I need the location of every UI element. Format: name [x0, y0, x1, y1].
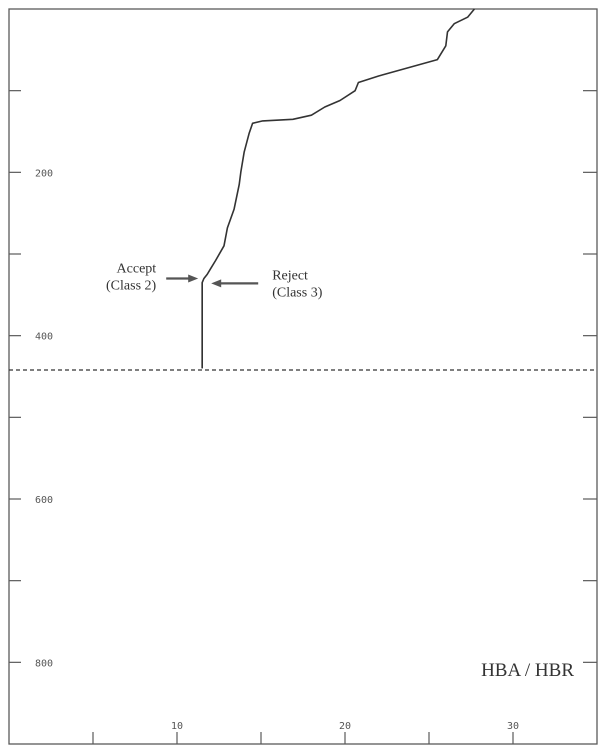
annotation-0: Accept (Class 2) — [106, 262, 199, 294]
plot-frame — [8, 8, 598, 745]
arrow-head — [188, 274, 199, 283]
annotation-text: (Class 3) — [272, 285, 323, 300]
series-line — [201, 8, 476, 369]
annotation-text: (Class 2) — [106, 279, 157, 294]
annotations: Accept (Class 2) Reject (Class 3) — [106, 262, 323, 301]
y-tick-label: 800 — [35, 658, 53, 669]
annotation-text: Reject — [272, 268, 308, 283]
y-axis: 200 400 600 800 — [9, 90, 597, 669]
y-tick-label: 400 — [35, 332, 53, 343]
x-tick-label: 10 — [171, 721, 183, 732]
x-tick-label: 20 — [339, 721, 351, 732]
annotation-text: Accept — [117, 262, 157, 277]
corner-label: HBA / HBR — [481, 660, 574, 681]
annotation-1: Reject (Class 3) — [211, 268, 323, 300]
x-axis: 10 20 30 — [92, 721, 519, 744]
x-tick-label: 30 — [507, 721, 519, 732]
y-tick-label: 200 — [35, 168, 53, 179]
arrow-head — [211, 279, 222, 288]
y-tick-label: 600 — [35, 495, 53, 506]
